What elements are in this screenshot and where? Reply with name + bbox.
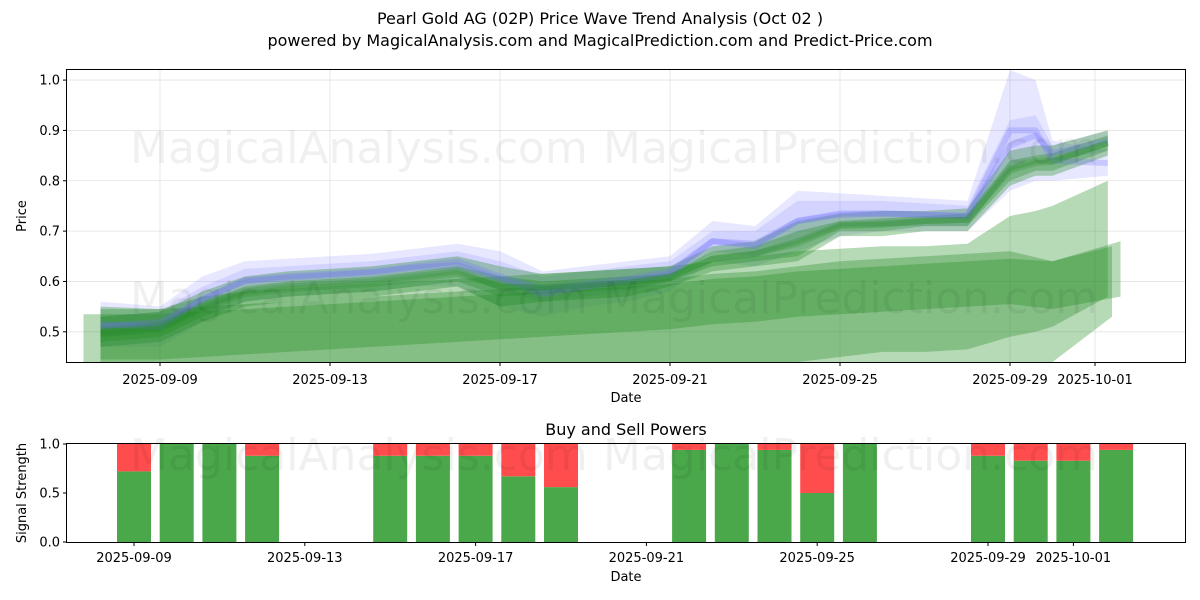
buy-bar: [1099, 449, 1134, 542]
buy-bar: [672, 449, 707, 542]
price-x-label: Date: [610, 391, 641, 406]
price-ytick-label: 1.0: [39, 74, 60, 89]
sell-bar: [117, 444, 151, 472]
watermark-prediction-bottom: MagicalPrediction.com: [603, 430, 1098, 481]
power-xtick-label: 2025-09-09: [96, 551, 172, 566]
power-xtick-label: 2025-09-13: [267, 551, 343, 566]
price-band-green-band-3: [100, 180, 1108, 362]
price-xtick-label: 2025-09-17: [462, 373, 538, 388]
price-axes: 0.5 0.6 0.7 0.8 0.9 1.0 2025-09-09 2025-09-13 20…: [39, 74, 1132, 388]
power-ytick-label: 0.5: [39, 487, 60, 502]
power-xtick-label: 2025-09-17: [438, 551, 514, 566]
price-xtick-label: 2025-09-25: [802, 373, 878, 388]
buy-bar: [245, 455, 280, 542]
power-x-label: Date: [610, 570, 641, 585]
buy-bar: [415, 455, 450, 542]
power-watermarks: MagicalAnalysis.com MagicalPrediction.co…: [130, 430, 1098, 481]
power-xtick-label: 2025-09-29: [950, 551, 1026, 566]
watermark-analysis-bottom: MagicalAnalysis.com: [130, 430, 588, 481]
buy-bar: [842, 444, 877, 542]
sell-bar: [544, 444, 578, 488]
power-ytick-label: 1.0: [39, 438, 60, 453]
watermark-analysis-top: MagicalAnalysis.com: [130, 123, 588, 174]
sell-bar: [245, 444, 280, 456]
price-trend-green-band-2: [100, 140, 1109, 338]
power-xtick-label: 2025-09-25: [779, 551, 855, 566]
sell-bar: [971, 444, 1005, 456]
buy-bar: [458, 455, 493, 542]
watermark-analysis-mid: MagicalAnalysis.com: [130, 273, 588, 324]
buy-bar: [544, 487, 578, 542]
price-trend-green-band-1: [100, 140, 1109, 335]
buy-bar: [501, 476, 536, 542]
watermark-prediction-mid: MagicalPrediction.com: [603, 273, 1098, 324]
price-bands: [83, 70, 1121, 362]
price-xtick-label: 2025-09-21: [632, 373, 708, 388]
price-ytick-label: 0.7: [39, 225, 60, 240]
buy-bar: [757, 449, 792, 542]
power-axes: 0.0 0.5 1.0 2025-09-09 2025-09-13 2025-09-17 2…: [39, 438, 1111, 567]
power-y-label: Signal Strength: [15, 443, 30, 543]
price-grid: [67, 70, 1185, 362]
buy-bar: [117, 471, 151, 542]
price-band-green-band-5: [100, 241, 1121, 360]
price-trend-blue-band-2: [100, 132, 1109, 330]
buy-bar: [159, 444, 194, 542]
price-trend-blue-band-1: [100, 127, 1108, 330]
buy-bar: [714, 444, 749, 542]
sell-bar: [800, 444, 835, 493]
sell-bar: [373, 444, 408, 456]
sell-bar: [757, 444, 792, 450]
sell-bar: [501, 444, 536, 477]
buy-bar: [373, 455, 408, 542]
buy-bar: [800, 493, 835, 542]
chart-subtitle: powered by MagicalAnalysis.com and Magic…: [267, 31, 933, 50]
price-ytick-label: 0.5: [39, 325, 60, 340]
power-bars: [117, 444, 1134, 542]
price-xtick-label: 2025-10-01: [1057, 373, 1133, 388]
power-chart-title: Buy and Sell Powers: [545, 420, 707, 439]
power-xtick-label: 2025-10-01: [1036, 551, 1112, 566]
sell-bar: [672, 444, 707, 450]
watermark-prediction-top: MagicalPrediction.com: [603, 123, 1098, 174]
sell-bar: [1099, 444, 1134, 450]
price-band-blue-band-2: [100, 115, 1108, 337]
price-watermarks: MagicalAnalysis.com MagicalPrediction.co…: [130, 123, 1098, 324]
price-y-label: Price: [15, 200, 30, 232]
price-xtick-label: 2025-09-29: [972, 373, 1048, 388]
sell-bar: [1013, 444, 1048, 461]
price-band-blue-band-1: [100, 70, 1108, 347]
sell-bar: [458, 444, 493, 456]
price-ytick-label: 0.9: [39, 124, 60, 139]
price-xtick-label: 2025-09-09: [122, 373, 198, 388]
buy-bar: [202, 444, 237, 542]
price-axes-frame: [66, 69, 1186, 363]
price-xtick-label: 2025-09-13: [292, 373, 368, 388]
price-band-green-band-4: [83, 246, 1112, 362]
buy-bar: [971, 455, 1005, 542]
chart-title: Pearl Gold AG (02P) Price Wave Trend Ana…: [376, 9, 824, 28]
power-xtick-label: 2025-09-21: [609, 551, 685, 566]
sell-bar: [1056, 444, 1091, 461]
price-band-green-band-1: [100, 130, 1108, 347]
price-band-green-band-2: [100, 135, 1108, 342]
buy-bar: [1013, 460, 1048, 542]
sell-bar: [415, 444, 450, 456]
price-ytick-label: 0.8: [39, 174, 60, 189]
power-ytick-label: 0.0: [39, 536, 60, 551]
buy-bar: [1056, 460, 1091, 542]
price-ytick-label: 0.6: [39, 275, 60, 290]
